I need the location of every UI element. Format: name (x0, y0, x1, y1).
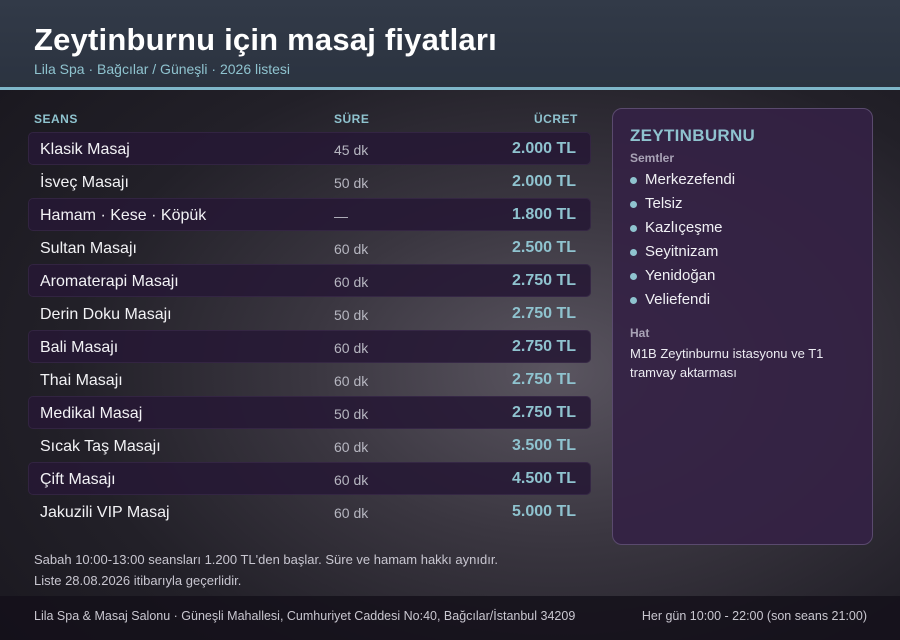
district-item: Kazlıçeşme (630, 219, 735, 243)
pricing-note: Sabah 10:00-13:00 seansları 1.200 TL'den… (34, 552, 499, 567)
district-name: Yenidoğan (645, 267, 716, 284)
panel-title: ZEYTINBURNU (630, 126, 756, 145)
price-list: Klasik Masaj 45 dk 2.000 TL İsveç Masajı… (28, 132, 591, 528)
district-item: Veliefendi (630, 291, 735, 315)
column-header-session: SEANS (34, 112, 78, 126)
price-row: Thai Masajı 60 dk 2.750 TL (28, 363, 591, 396)
session-name: Hamam · Kese · Köpük (40, 207, 207, 224)
district-name: Veliefendi (645, 291, 711, 308)
session-name: Medikal Masaj (40, 405, 143, 422)
session-name: Jakuzili VIP Masaj (40, 504, 170, 521)
session-name: Thai Masajı (40, 372, 123, 389)
session-price: 2.750 TL (511, 371, 576, 388)
session-price: 2.000 TL (511, 173, 576, 190)
session-duration: 45 dk (334, 142, 369, 158)
page-title: Zeytinburnu için masaj fiyatları (34, 22, 497, 57)
column-header-duration: SÜRE (334, 112, 370, 126)
session-duration: 60 dk (334, 373, 369, 389)
session-name: Bali Masajı (40, 339, 119, 356)
price-row: Sıcak Taş Masajı 60 dk 3.500 TL (28, 429, 591, 462)
district-list: Merkezefendi Telsiz Kazlıçeşme Seyitniza… (630, 171, 735, 315)
session-price: 3.500 TL (511, 437, 576, 454)
price-row: Hamam · Kese · Köpük — 1.800 TL (28, 198, 591, 231)
session-duration: 60 dk (334, 505, 369, 521)
bullet-icon (630, 249, 637, 256)
column-header-price: ÜCRET (534, 112, 578, 126)
session-name: Sıcak Taş Masajı (40, 438, 161, 455)
price-row: Çift Masajı 60 dk 4.500 TL (28, 462, 591, 495)
district-item: Merkezefendi (630, 171, 735, 195)
session-duration: 50 dk (334, 406, 369, 422)
session-price: 2.750 TL (511, 305, 576, 322)
session-duration: 60 dk (334, 340, 369, 356)
session-price: 2.750 TL (511, 338, 576, 355)
session-name: Çift Masajı (40, 471, 116, 488)
session-name: İsveç Masajı (40, 174, 129, 191)
bullet-icon (630, 225, 637, 232)
session-price: 2.000 TL (511, 140, 576, 157)
page-header: Zeytinburnu için masaj fiyatları Lila Sp… (0, 0, 900, 90)
validity-note: Liste 28.08.2026 itibarıyla geçerlidir. (34, 573, 242, 588)
session-duration: 50 dk (334, 307, 369, 323)
transit-info: M1B Zeytinburnu istasyonu ve T1 tramvay … (630, 346, 824, 380)
session-name: Aromaterapi Masajı (40, 273, 179, 290)
session-duration: — (334, 208, 348, 224)
district-item: Telsiz (630, 195, 735, 219)
district-name: Telsiz (645, 195, 683, 212)
district-item: Seyitnizam (630, 243, 735, 267)
footer-address: Lila Spa & Masaj Salonu · Güneşli Mahall… (34, 609, 576, 623)
price-row: Klasik Masaj 45 dk 2.000 TL (28, 132, 591, 165)
district-name: Seyitnizam (645, 243, 719, 260)
price-row: Derin Doku Masajı 50 dk 2.750 TL (28, 297, 591, 330)
session-duration: 60 dk (334, 439, 369, 455)
session-price: 2.750 TL (511, 272, 576, 289)
bullet-icon (630, 201, 637, 208)
districts-label: Semtler (630, 151, 675, 165)
session-price: 2.500 TL (511, 239, 576, 256)
session-name: Sultan Masajı (40, 240, 137, 257)
session-price: 2.750 TL (511, 404, 576, 421)
page-footer: Lila Spa & Masaj Salonu · Güneşli Mahall… (0, 596, 900, 640)
district-item: Yenidoğan (630, 267, 735, 291)
session-duration: 60 dk (334, 241, 369, 257)
price-row: Medikal Masaj 50 dk 2.750 TL (28, 396, 591, 429)
price-row: Aromaterapi Masajı 60 dk 2.750 TL (28, 264, 591, 297)
district-name: Kazlıçeşme (645, 219, 723, 236)
session-duration: 60 dk (334, 274, 369, 290)
price-row: İsveç Masajı 50 dk 2.000 TL (28, 165, 591, 198)
session-name: Klasik Masaj (40, 141, 130, 158)
price-row: Sultan Masajı 60 dk 2.500 TL (28, 231, 591, 264)
session-price: 1.800 TL (511, 206, 576, 223)
bullet-icon (630, 273, 637, 280)
page-subtitle: Lila Spa · Bağcılar / Güneşli · 2026 lis… (34, 61, 291, 77)
bullet-icon (630, 297, 637, 304)
session-price: 5.000 TL (511, 503, 576, 520)
session-name: Derin Doku Masajı (40, 306, 172, 323)
session-duration: 60 dk (334, 472, 369, 488)
footer-hours: Her gün 10:00 - 22:00 (son seans 21:00) (641, 609, 867, 623)
transit-label: Hat (630, 326, 650, 340)
price-row: Bali Masajı 60 dk 2.750 TL (28, 330, 591, 363)
district-name: Merkezefendi (645, 171, 736, 188)
bullet-icon (630, 177, 637, 184)
district-info-panel: ZEYTINBURNU Semtler Merkezefendi Telsiz … (612, 108, 873, 545)
session-price: 4.500 TL (511, 470, 576, 487)
price-row: Jakuzili VIP Masaj 60 dk 5.000 TL (28, 495, 591, 528)
session-duration: 50 dk (334, 175, 369, 191)
